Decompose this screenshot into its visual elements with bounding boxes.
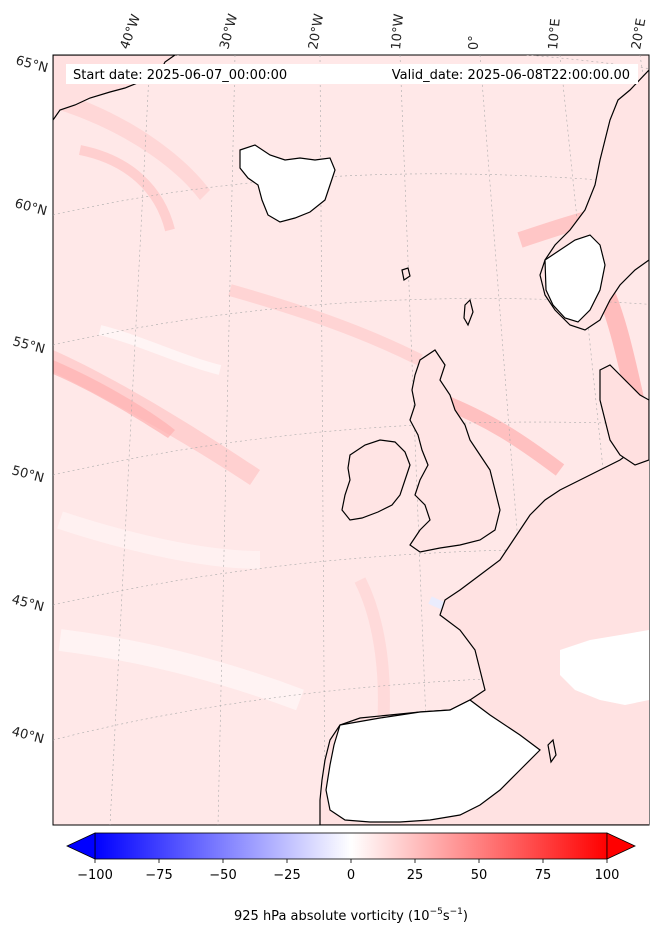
colorbar-label-exp2: −1	[450, 907, 463, 917]
colorbar-label-exp1: −5	[430, 907, 443, 917]
lat-label-60n: 60°N	[13, 196, 49, 219]
colorbar-ticks: −100 −75 −50 −25 0 25 50 75 100	[77, 859, 619, 883]
lon-label-30w: 30°W	[217, 12, 241, 51]
iceland-coast	[239, 144, 336, 223]
lon-label-10w: 10°W	[389, 13, 407, 50]
colorbar-label-mid: s	[443, 909, 450, 924]
faroe-islands	[401, 267, 411, 281]
lon-label-20e: 20°E	[629, 17, 649, 50]
great-britain-coast	[409, 349, 501, 553]
colorbar-label: 925 hPa absolute vorticity (10−5s−1)	[234, 907, 468, 924]
start-date-label: Start date: 2025-06-07_00:00:00	[73, 68, 287, 83]
meridian-30w	[217, 55, 236, 825]
lat-label-65n: 65°N	[14, 53, 50, 76]
colorbar-max-extend	[606, 832, 636, 860]
ireland-coast	[341, 439, 411, 521]
shetland-islands	[463, 298, 474, 327]
lat-label-50n: 50°N	[10, 463, 46, 486]
longitude-labels: 40°W 30°W 20°W 10°W 0° 10°E 20°E	[118, 12, 650, 51]
colorbar: −100 −75 −50 −25 0 25 50 75 100 925 hPa absolute…	[66, 832, 636, 924]
colorbar-min-extend	[66, 832, 96, 860]
colorbar-tick-label: 25	[407, 868, 424, 883]
colorbar-label-end: )	[463, 909, 468, 924]
lat-label-45n: 45°N	[10, 592, 46, 615]
colorbar-tick-label: −25	[273, 868, 300, 883]
parallel-65n	[53, 55, 649, 71]
colorbar-tick-label: 50	[471, 868, 488, 883]
meridian-10w	[399, 55, 431, 825]
meridian-40w	[109, 55, 151, 825]
parallel-55n	[53, 298, 649, 346]
alps-land	[560, 630, 649, 705]
iberia-land	[325, 699, 541, 823]
corsica-sardinia	[547, 738, 557, 764]
colorbar-tick-label: −100	[77, 868, 113, 883]
colorbar-tick-label: 75	[535, 868, 552, 883]
colorbar-tick-label: −75	[145, 868, 172, 883]
latitude-labels: 65°N 60°N 55°N 50°N 45°N 40°N	[10, 53, 50, 747]
meridian-20w	[319, 55, 326, 825]
parallel-40n	[53, 674, 649, 741]
colorbar-tick-label: −50	[209, 868, 236, 883]
colorbar-tick-label: 100	[595, 868, 620, 883]
valid-date-label: Valid_date: 2025-06-08T22:00:00.00	[392, 68, 630, 83]
colorbar-label-main: 925 hPa absolute vorticity (10	[234, 909, 430, 924]
lon-label-40w: 40°W	[118, 12, 144, 51]
lon-label-0: 0°	[467, 35, 482, 50]
lon-label-10e: 10°E	[546, 18, 564, 50]
lon-label-20w: 20°W	[306, 13, 327, 51]
colorbar-gradient	[94, 832, 608, 860]
baltic-coast	[599, 364, 649, 466]
parallel-60n	[53, 173, 649, 216]
lat-label-40n: 40°N	[10, 724, 46, 747]
colorbar-tick-label: 0	[347, 868, 355, 883]
graticule	[53, 55, 649, 825]
meridian-0	[479, 55, 541, 825]
header-bar	[66, 64, 638, 84]
scandinavia-west	[544, 234, 606, 323]
lat-label-55n: 55°N	[11, 334, 47, 357]
